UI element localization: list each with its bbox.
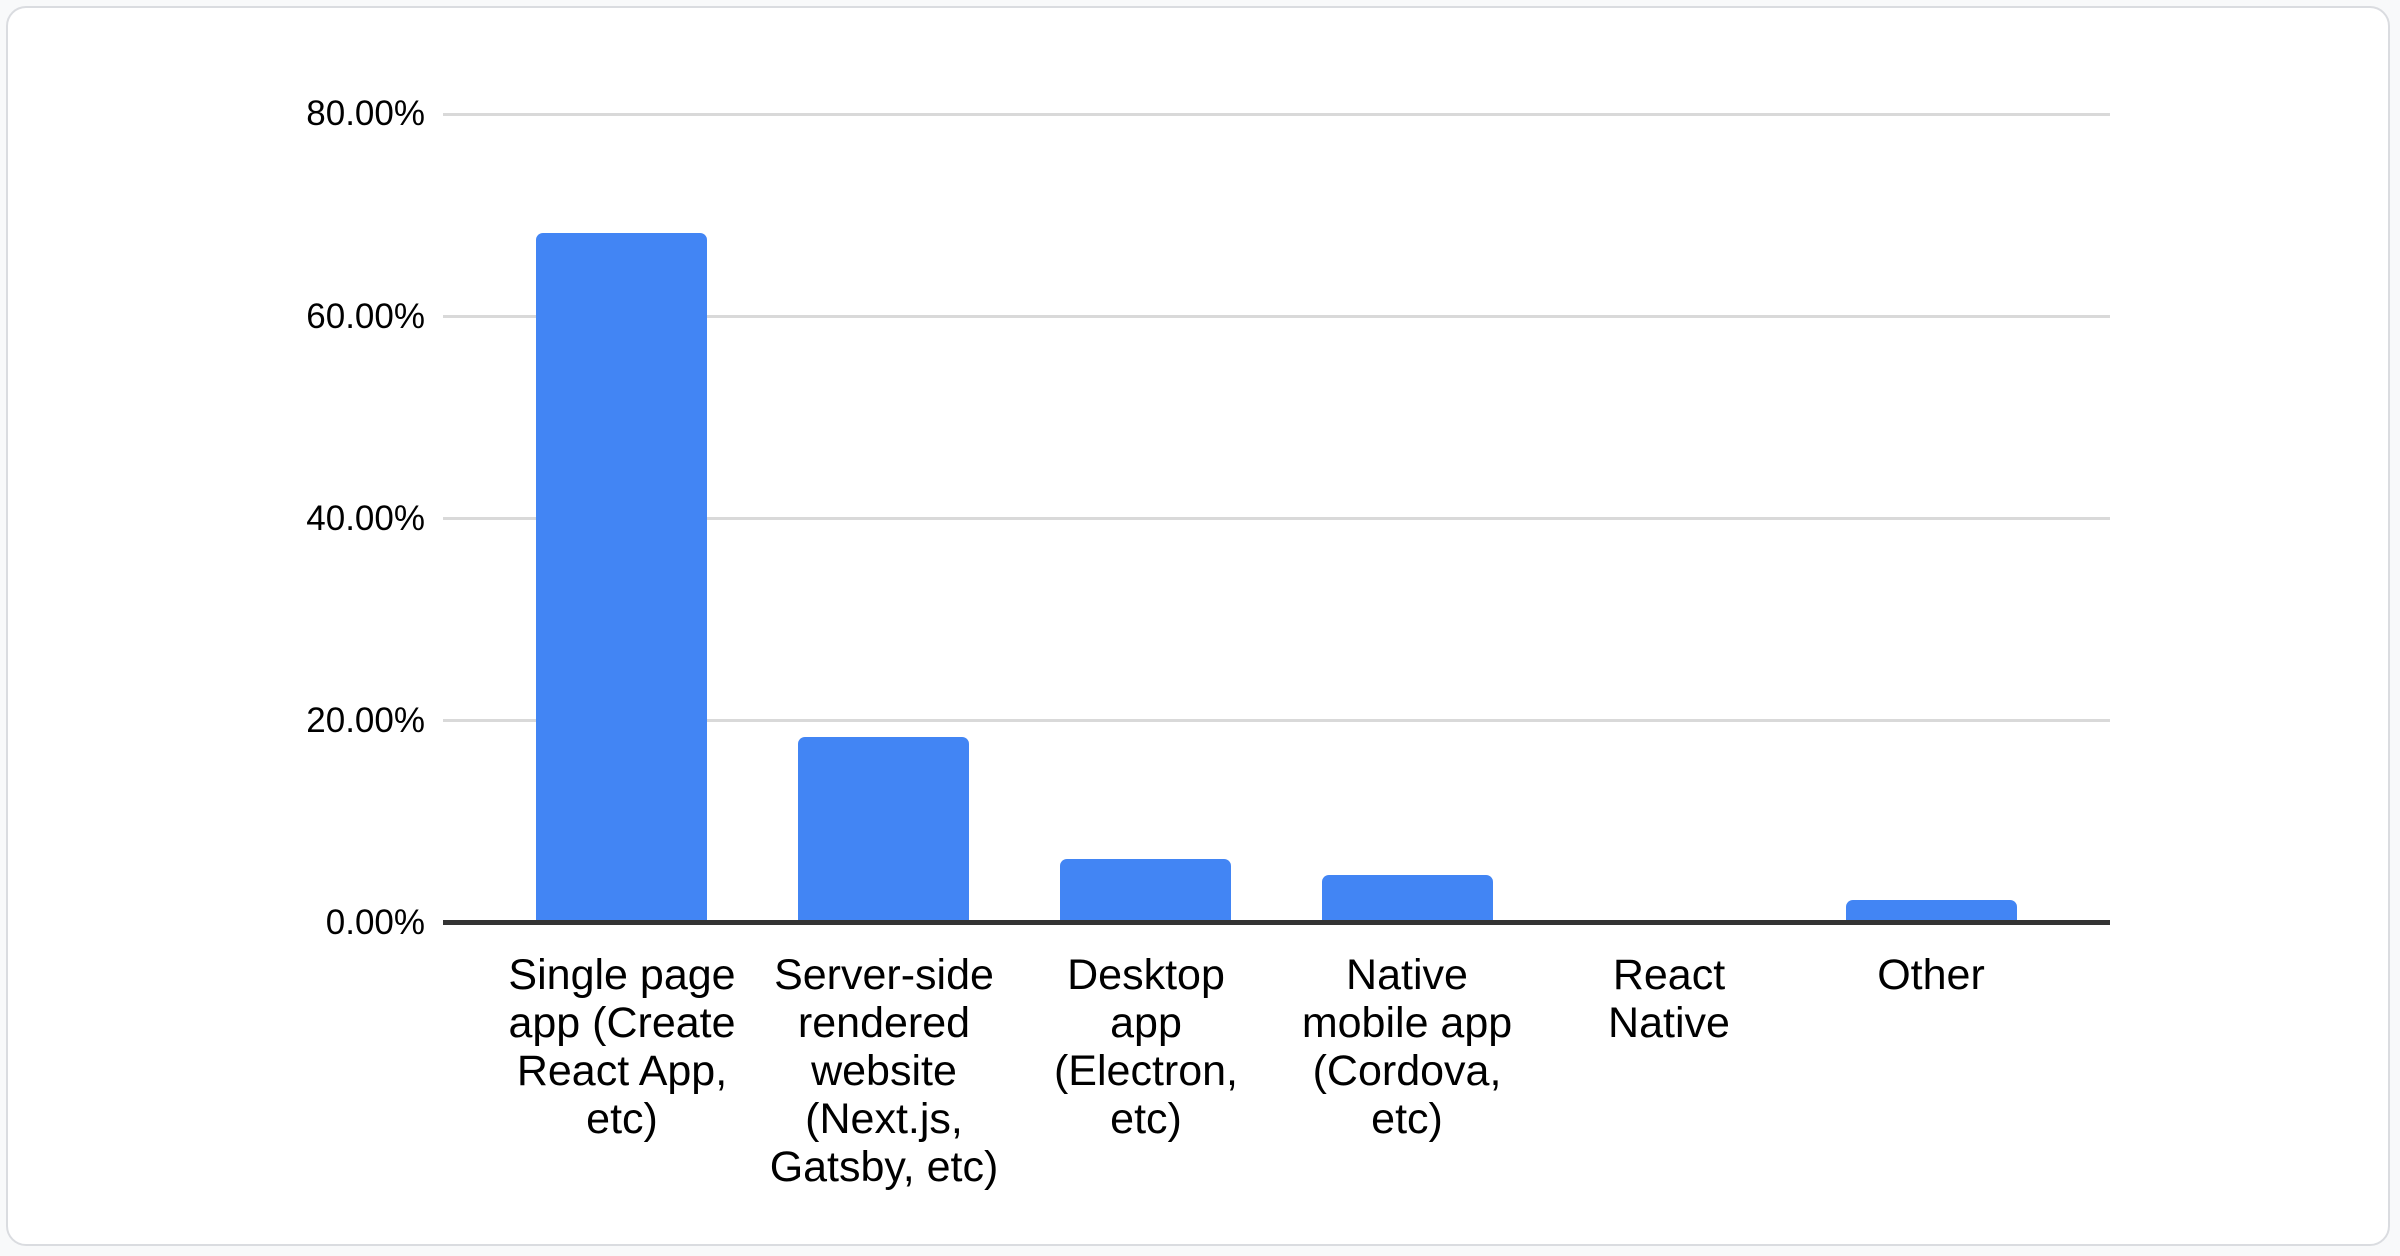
category-label-line: etc) bbox=[1110, 1095, 1182, 1143]
bar-other bbox=[1846, 900, 2017, 920]
category-label-other: Other bbox=[1781, 951, 2081, 999]
y-tick-label-0: 0.00% bbox=[325, 903, 425, 942]
category-label-line: Single page bbox=[508, 951, 736, 999]
y-tick-label-60: 60.00% bbox=[306, 297, 425, 336]
y-gridline-80 bbox=[443, 113, 2110, 116]
category-label-line: (Cordova, bbox=[1312, 1047, 1502, 1095]
y-tick-label-80: 80.00% bbox=[306, 94, 425, 133]
y-gridline-40 bbox=[443, 517, 2110, 520]
category-label-line: Native bbox=[1346, 951, 1468, 999]
bar-single-page-app bbox=[536, 233, 707, 920]
y-gridline-20 bbox=[443, 719, 2110, 722]
category-label-react-native: React Native bbox=[1519, 951, 1819, 1047]
category-label-line: app (Create bbox=[508, 999, 736, 1047]
category-label-line: Native bbox=[1608, 999, 1730, 1047]
category-label-line: (Next.js, bbox=[805, 1095, 963, 1143]
category-label-line: React bbox=[1612, 951, 1726, 999]
category-label-single-page-app: Single page app (Create React App, etc) bbox=[472, 951, 772, 1143]
category-label-server-side-rendered: Server-side rendered website (Next.js, Gatsb… bbox=[734, 951, 1034, 1191]
category-label-line: Desktop bbox=[1067, 951, 1225, 999]
category-label-line: etc) bbox=[1371, 1095, 1443, 1143]
category-label-line: Gatsby, etc) bbox=[769, 1143, 999, 1191]
x-axis-line bbox=[443, 920, 2110, 925]
bar-desktop-app-electron bbox=[1060, 859, 1231, 920]
category-label-line: mobile app bbox=[1301, 999, 1513, 1047]
chart-card bbox=[6, 6, 2390, 1246]
category-label-desktop-app-electron: Desktop app (Electron, etc) bbox=[996, 951, 1296, 1143]
category-label-line: React App, bbox=[516, 1047, 728, 1095]
category-label-native-mobile-app: Native mobile app (Cordova, etc) bbox=[1257, 951, 1557, 1143]
category-label-line: app bbox=[1110, 999, 1182, 1047]
bar-server-side-rendered bbox=[798, 737, 969, 920]
category-label-line: Other bbox=[1877, 951, 1985, 999]
category-label-line: rendered bbox=[797, 999, 971, 1047]
y-gridline-60 bbox=[443, 315, 2110, 318]
y-tick-label-20: 20.00% bbox=[306, 701, 425, 740]
y-tick-label-40: 40.00% bbox=[306, 499, 425, 538]
category-label-line: etc) bbox=[586, 1095, 658, 1143]
category-label-line: (Electron, bbox=[1053, 1047, 1238, 1095]
bar-native-mobile-app bbox=[1322, 875, 1493, 920]
category-label-line: website bbox=[811, 1047, 957, 1095]
category-label-line: Server-side bbox=[774, 951, 994, 999]
